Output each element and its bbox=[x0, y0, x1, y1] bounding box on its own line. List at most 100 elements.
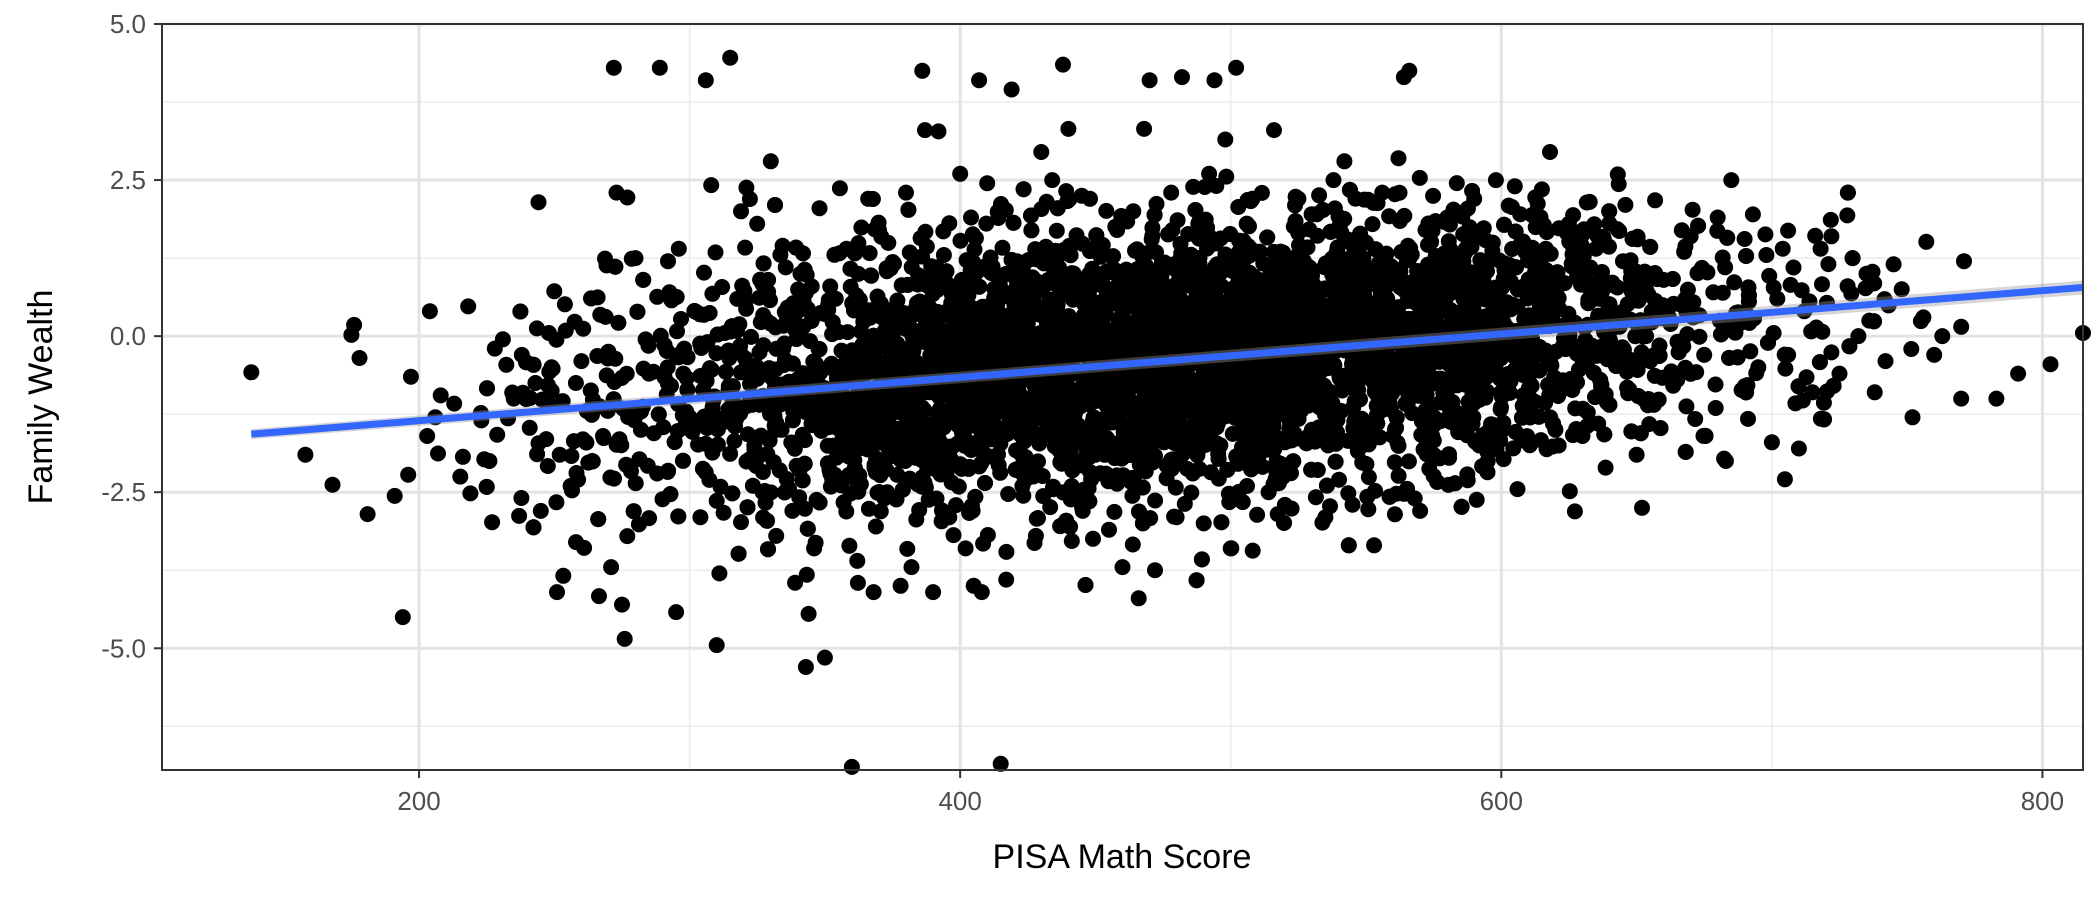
data-point bbox=[1578, 194, 1595, 211]
data-point bbox=[1208, 178, 1225, 194]
data-point bbox=[1472, 252, 1489, 269]
data-point bbox=[717, 363, 734, 380]
data-point bbox=[1617, 196, 1634, 213]
data-point bbox=[726, 433, 743, 449]
data-point bbox=[760, 395, 777, 412]
data-point bbox=[530, 194, 547, 211]
data-point bbox=[1707, 376, 1724, 393]
data-point bbox=[900, 201, 917, 218]
data-point bbox=[1502, 273, 1519, 290]
data-point bbox=[1382, 258, 1399, 275]
data-point bbox=[1740, 410, 1756, 427]
plot-panel bbox=[161, 22, 2091, 775]
data-point bbox=[746, 441, 763, 458]
data-point bbox=[1507, 223, 1524, 240]
data-point bbox=[844, 342, 861, 359]
data-point bbox=[896, 438, 912, 455]
data-point bbox=[1220, 485, 1237, 502]
data-points bbox=[243, 49, 2091, 775]
data-point bbox=[690, 436, 707, 453]
data-point bbox=[1500, 197, 1517, 214]
data-point bbox=[1202, 464, 1219, 481]
data-point bbox=[1360, 469, 1377, 486]
data-point bbox=[1609, 221, 1626, 238]
data-point bbox=[1435, 276, 1452, 293]
data-point bbox=[1048, 222, 1065, 239]
data-point bbox=[1270, 475, 1287, 492]
data-point bbox=[1187, 412, 1204, 429]
data-point bbox=[1345, 399, 1362, 416]
data-point bbox=[1189, 435, 1206, 452]
data-point bbox=[1548, 302, 1565, 318]
data-point bbox=[1121, 315, 1138, 332]
data-point bbox=[984, 411, 1001, 428]
data-point bbox=[662, 486, 679, 503]
data-point bbox=[1297, 264, 1314, 281]
data-point bbox=[1446, 361, 1463, 378]
data-point bbox=[460, 298, 477, 315]
data-point bbox=[1714, 284, 1731, 301]
data-point bbox=[712, 478, 729, 495]
data-point bbox=[1597, 459, 1614, 476]
data-point bbox=[1291, 353, 1308, 369]
data-point bbox=[613, 369, 630, 386]
data-point bbox=[1249, 506, 1266, 523]
data-point bbox=[1098, 202, 1115, 219]
data-point bbox=[934, 406, 951, 423]
data-point bbox=[1609, 166, 1626, 183]
data-point bbox=[1158, 457, 1175, 474]
data-point bbox=[1105, 345, 1122, 362]
data-point bbox=[939, 444, 956, 461]
data-point bbox=[1381, 208, 1398, 225]
data-point bbox=[994, 239, 1011, 256]
data-point bbox=[1478, 425, 1495, 442]
data-point bbox=[846, 302, 862, 319]
data-point bbox=[971, 278, 988, 295]
data-point bbox=[1574, 344, 1591, 360]
data-point bbox=[1069, 416, 1086, 433]
data-point bbox=[1029, 510, 1046, 527]
data-point bbox=[590, 511, 607, 528]
data-point bbox=[1918, 233, 1935, 250]
data-point bbox=[696, 413, 713, 430]
data-point bbox=[1689, 265, 1706, 282]
data-point bbox=[967, 412, 984, 429]
data-point bbox=[1787, 395, 1804, 412]
data-point bbox=[1563, 255, 1580, 272]
data-point bbox=[849, 574, 866, 591]
data-point bbox=[1217, 246, 1234, 263]
data-point bbox=[1088, 227, 1105, 244]
data-point bbox=[1573, 237, 1590, 254]
data-point bbox=[1470, 373, 1487, 390]
data-point bbox=[1421, 460, 1438, 477]
data-point bbox=[1642, 238, 1659, 255]
data-point bbox=[1208, 435, 1225, 452]
data-point bbox=[1459, 427, 1476, 444]
data-point bbox=[1396, 207, 1413, 224]
data-point bbox=[675, 452, 691, 469]
data-point bbox=[1574, 400, 1591, 417]
data-point bbox=[1170, 253, 1187, 270]
data-point bbox=[1839, 184, 1856, 201]
data-point bbox=[767, 197, 783, 213]
data-point bbox=[1822, 211, 1839, 228]
data-point bbox=[1007, 409, 1024, 426]
data-point bbox=[860, 500, 877, 517]
data-point bbox=[929, 347, 946, 364]
data-point bbox=[619, 528, 636, 545]
data-point bbox=[916, 474, 933, 491]
data-point bbox=[861, 245, 878, 262]
data-point bbox=[1537, 240, 1554, 257]
data-point bbox=[1857, 280, 1874, 297]
data-point bbox=[697, 464, 714, 481]
data-point bbox=[454, 448, 471, 465]
data-point bbox=[1290, 314, 1306, 331]
data-point bbox=[758, 365, 775, 382]
data-point bbox=[1098, 330, 1115, 347]
data-point bbox=[889, 292, 906, 309]
data-point bbox=[1604, 274, 1621, 291]
data-point bbox=[900, 425, 917, 441]
data-point bbox=[1776, 471, 1793, 488]
data-point bbox=[1171, 368, 1188, 385]
data-point bbox=[1388, 409, 1405, 426]
